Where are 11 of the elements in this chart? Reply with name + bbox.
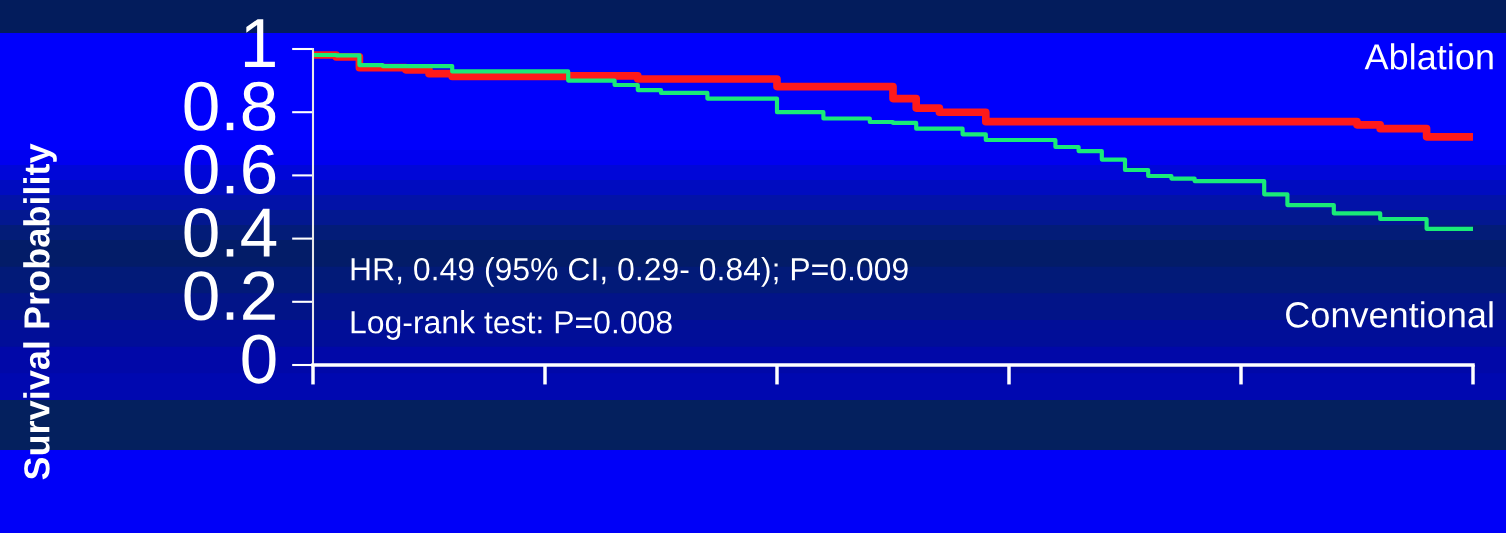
annotation: HR, 0.49 (95% CI, 0.29- 0.84); P=0.009 xyxy=(351,257,908,287)
y-tick-label: 1 xyxy=(244,19,275,67)
annotation: Log-rank test: P=0.008 xyxy=(351,310,672,340)
y-tick-label: 0.8 xyxy=(184,81,276,131)
y-axis-title: Survival Probability xyxy=(23,143,57,480)
y-tick-label: 0.6 xyxy=(184,144,276,195)
y-tick-label: 0 xyxy=(242,334,276,384)
y-tick-label: 0.4 xyxy=(184,208,277,258)
text: Conventional xyxy=(1286,301,1493,328)
series-label: Ablation xyxy=(1364,43,1493,70)
y-tick-label: 0.2 xyxy=(184,271,275,321)
